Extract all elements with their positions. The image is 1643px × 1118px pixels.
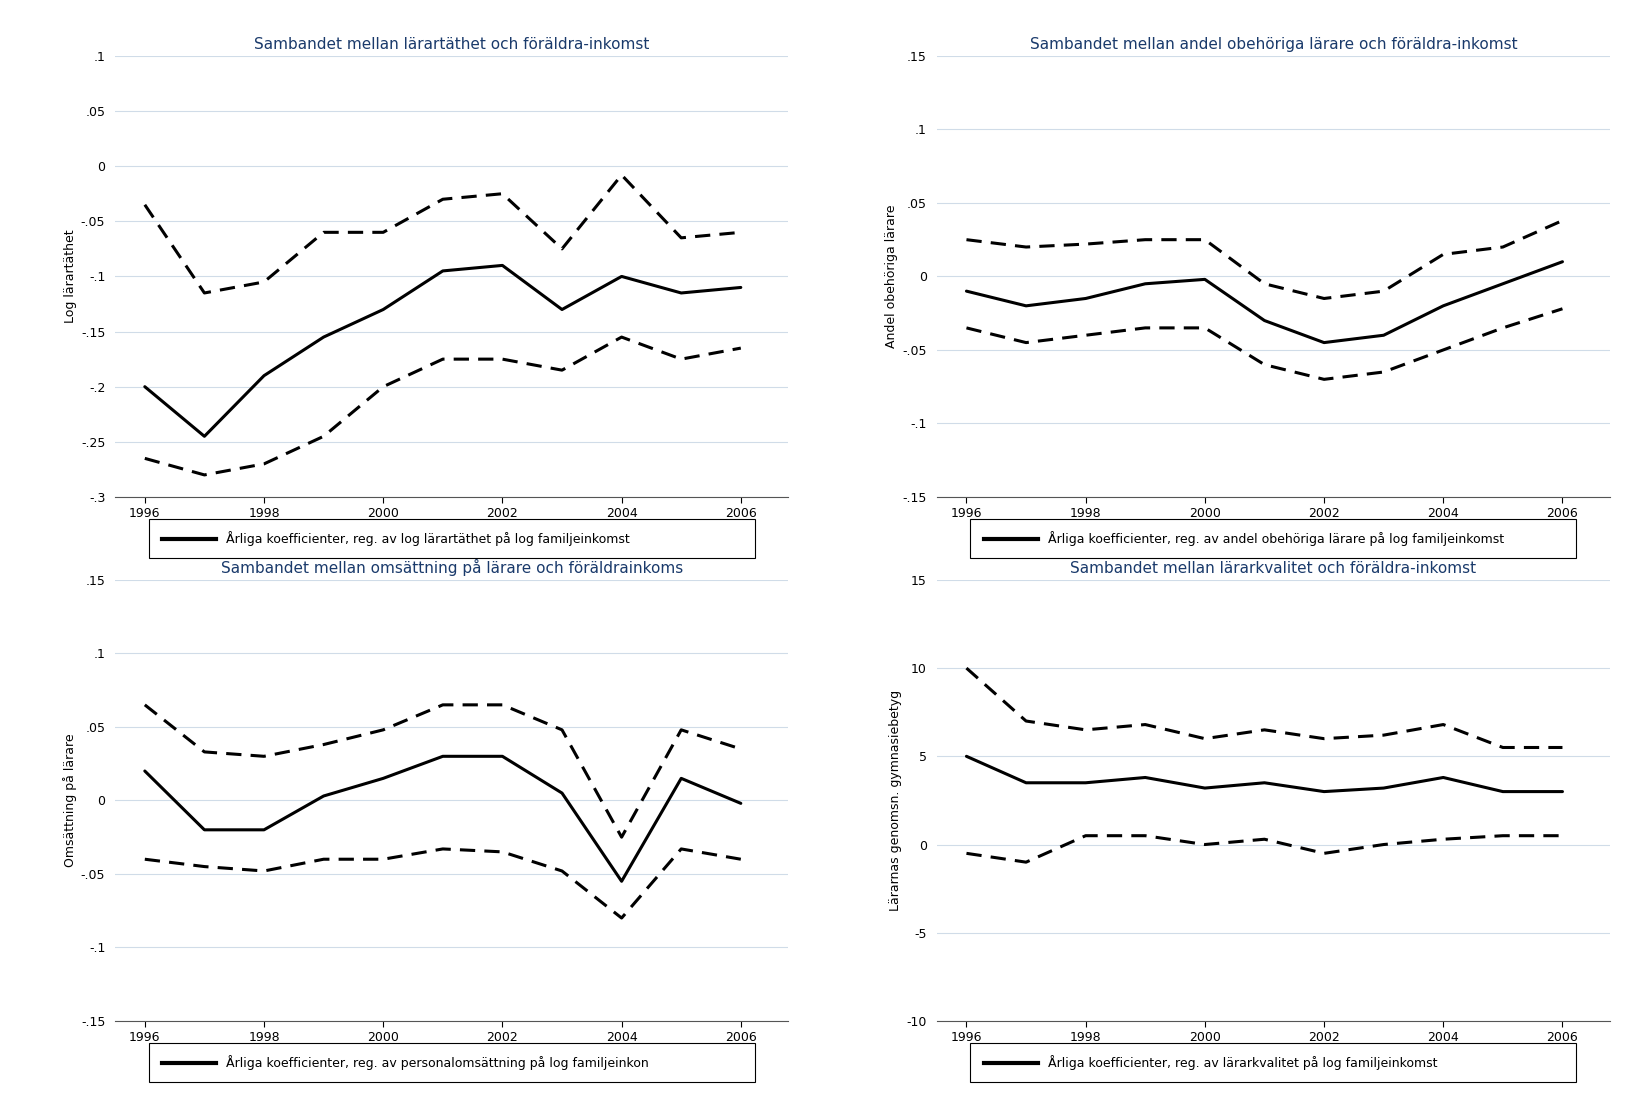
Text: Årliga koefficienter, reg. av personalomsättning på log familjeinkon: Årliga koefficienter, reg. av personalom… — [227, 1055, 649, 1070]
Y-axis label: Omsättning på lärare: Omsättning på lärare — [62, 733, 77, 868]
X-axis label: Avgångsår: Avgångsår — [1237, 524, 1309, 540]
FancyBboxPatch shape — [148, 1043, 754, 1082]
Y-axis label: Lärarnas genomsn. gymnasiebetyg: Lärarnas genomsn. gymnasiebetyg — [889, 690, 902, 911]
Text: Årliga koefficienter, reg. av lärarkvalitet på log familjeinkomst: Årliga koefficienter, reg. av lärarkvali… — [1048, 1055, 1438, 1070]
Title: Sambandet mellan omsättning på lärare och föräldrainkoms: Sambandet mellan omsättning på lärare oc… — [220, 559, 683, 576]
FancyBboxPatch shape — [971, 520, 1577, 558]
Text: Årliga koefficienter, reg. av log lärartäthet på log familjeinkomst: Årliga koefficienter, reg. av log lärart… — [227, 531, 629, 547]
Y-axis label: Andel obehöriga lärare: Andel obehöriga lärare — [886, 205, 899, 348]
Title: Sambandet mellan lärarkvalitet och föräldra­inkomst: Sambandet mellan lärarkvalitet och föräl… — [1070, 561, 1477, 576]
X-axis label: Avgångsår: Avgångsår — [1237, 1049, 1309, 1064]
Text: Årliga koefficienter, reg. av andel obehöriga lärare på log familjeinkomst: Årliga koefficienter, reg. av andel obeh… — [1048, 531, 1503, 547]
Y-axis label: Log lärartäthet: Log lärartäthet — [64, 229, 77, 323]
FancyBboxPatch shape — [971, 1043, 1577, 1082]
FancyBboxPatch shape — [148, 520, 754, 558]
Title: Sambandet mellan andel obehöriga lärare och föräldra­inkomst: Sambandet mellan andel obehöriga lärare … — [1030, 37, 1516, 51]
Title: Sambandet mellan lärartäthet och föräldra­inkomst: Sambandet mellan lärartäthet och föräldr… — [255, 37, 649, 51]
X-axis label: Avgångsår: Avgångsår — [416, 524, 488, 540]
X-axis label: Avgångsår: Avgångsår — [416, 1049, 488, 1064]
